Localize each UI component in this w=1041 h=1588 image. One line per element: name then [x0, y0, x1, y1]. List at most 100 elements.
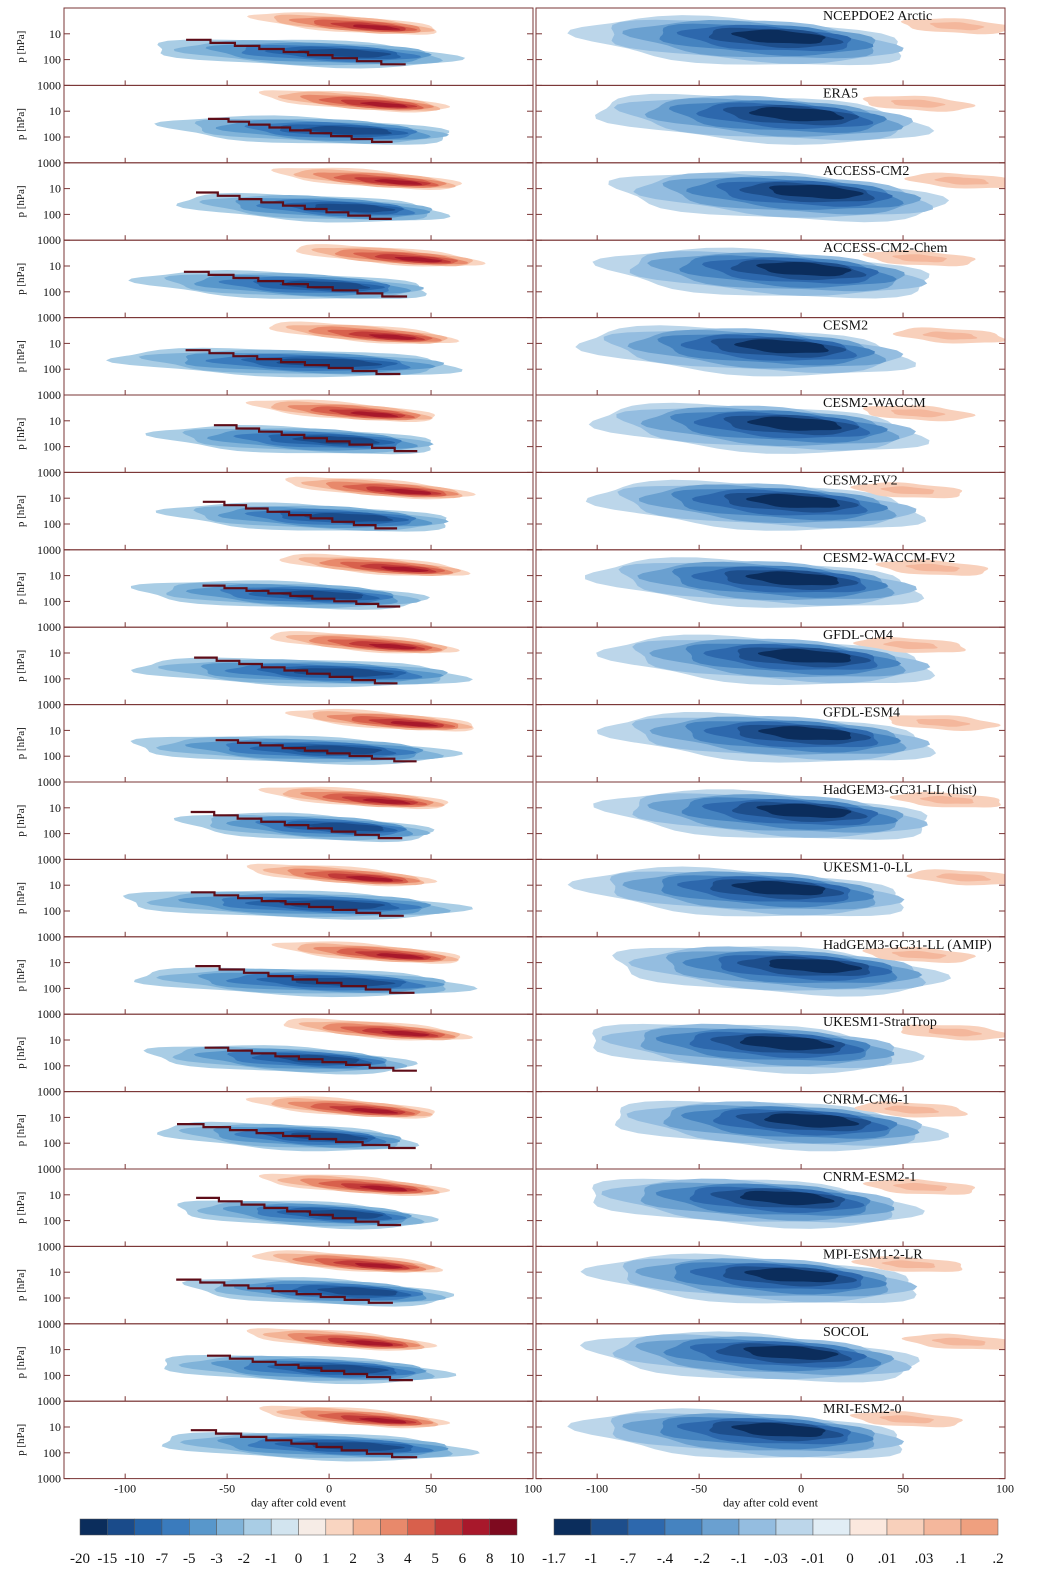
- panel-fill: [592, 247, 976, 299]
- y-tick-label: 10: [49, 801, 61, 815]
- event-track: [202, 584, 401, 608]
- contour-fill: [745, 571, 839, 586]
- y-tick-label: 100: [43, 749, 61, 763]
- contour-fill: [769, 959, 863, 974]
- contour-fill: [734, 339, 829, 354]
- x-axis-label: day after cold event: [723, 1496, 819, 1510]
- colorbar-label: 4: [404, 1551, 412, 1567]
- panel-fill: [106, 321, 463, 378]
- y-tick-label: 10: [49, 878, 61, 892]
- x-tick-label: -100: [586, 1482, 608, 1496]
- colorbar-box: [738, 1518, 777, 1536]
- y-axis-label: p [hPa]: [15, 572, 27, 604]
- event-track: [194, 656, 398, 685]
- panel-title: MRI-ESM2-0: [823, 1402, 902, 1417]
- colorbar-box: [243, 1518, 272, 1536]
- y-tick-label: 1000: [37, 1007, 61, 1021]
- colorbar-box: [352, 1518, 381, 1536]
- y-axis-label: p [hPa]: [15, 1037, 27, 1069]
- contour-fill: [883, 641, 938, 650]
- panel-fill: [156, 1096, 435, 1152]
- y-axis-label: p [hPa]: [15, 31, 27, 63]
- contour-fill: [748, 107, 845, 122]
- y-tick-label: 1000: [37, 930, 61, 944]
- panel-fill: [575, 325, 1005, 377]
- panel-title: GFDL-ESM4: [823, 706, 900, 721]
- panel-fill: [592, 1023, 1005, 1075]
- colorbar-box: [627, 1518, 666, 1536]
- y-tick-label: 1000: [37, 620, 61, 634]
- contour-fill: [890, 99, 946, 108]
- y-tick-label: 10: [49, 646, 61, 660]
- panel-fill: [128, 244, 486, 299]
- event-track: [208, 117, 393, 143]
- y-tick-label: 1000: [37, 78, 61, 92]
- y-tick-label: 10: [49, 956, 61, 970]
- contour-fill: [359, 101, 408, 108]
- y-axis-label: p [hPa]: [15, 263, 27, 295]
- y-tick-label: 100: [43, 1214, 61, 1228]
- panel-fill: [154, 90, 450, 145]
- x-tick-label: 0: [798, 1482, 804, 1496]
- panel-fill: [134, 941, 478, 998]
- contour-fill: [368, 643, 417, 650]
- panel-fill: [588, 402, 976, 454]
- panel-title: CESM2-WACCM: [823, 396, 926, 411]
- x-tick-label: 100: [996, 1482, 1014, 1496]
- panel-frame: [535, 1400, 1006, 1480]
- colorbar-label: -3: [210, 1551, 223, 1567]
- colorbar-label: 1: [322, 1551, 330, 1567]
- contour-fill: [394, 257, 443, 263]
- x-tick-label: -100: [114, 1482, 136, 1496]
- colorbar-label: .1: [955, 1551, 966, 1567]
- event-track: [195, 964, 415, 994]
- y-axis-label: p [hPa]: [15, 418, 27, 450]
- colorbar-box: [775, 1518, 814, 1536]
- event-track: [196, 191, 392, 220]
- x-tick-label: 100: [524, 1482, 542, 1496]
- colorbar-label: 8: [486, 1551, 494, 1567]
- panel-fill: [176, 1250, 455, 1307]
- panel-fill: [567, 866, 1005, 917]
- contour-fill: [359, 1417, 407, 1424]
- panel-fill: [612, 946, 977, 997]
- y-tick-label: 1000: [37, 233, 61, 247]
- panel-fill: [176, 167, 463, 223]
- contour-fill: [355, 1263, 403, 1269]
- contour-fill: [731, 1422, 826, 1437]
- y-axis-label: p [hPa]: [15, 959, 27, 991]
- colorbar-label: .01: [878, 1551, 897, 1567]
- colorbar-label: 10: [510, 1551, 525, 1567]
- panel-title: SOCOL: [823, 1325, 869, 1340]
- event-track: [177, 1122, 416, 1150]
- panel-title: UKESM1-StratTrop: [823, 1015, 937, 1030]
- colorbar-box: [960, 1518, 999, 1536]
- panel-title: CESM2: [823, 319, 868, 334]
- contour-fill: [381, 566, 429, 572]
- contour-fill: [740, 1190, 835, 1206]
- y-axis-label: p [hPa]: [15, 1114, 27, 1146]
- colorbar-box: [79, 1518, 108, 1536]
- contour-fill: [747, 416, 842, 431]
- y-tick-label: 100: [43, 594, 61, 608]
- contour-fill: [384, 489, 432, 495]
- y-tick-label: 10: [49, 569, 61, 583]
- colorbar-label: 6: [459, 1551, 467, 1567]
- colorbar-box: [812, 1518, 851, 1536]
- contour-fill: [929, 22, 985, 31]
- panel-title: CESM2-WACCM-FV2: [823, 551, 955, 566]
- y-tick-label: 10: [49, 27, 61, 41]
- x-tick-label: 0: [326, 1482, 332, 1496]
- y-axis-label: p [hPa]: [15, 185, 27, 217]
- panel-fill: [130, 708, 474, 765]
- colorbar-label: 2: [349, 1551, 357, 1567]
- contour-fill: [293, 977, 396, 987]
- colorbar-label: -1.7: [542, 1551, 566, 1567]
- contour-fill: [764, 1113, 860, 1128]
- contour-fill: [757, 726, 852, 741]
- y-tick-label: 1000: [37, 775, 61, 789]
- y-tick-label: 10: [49, 336, 61, 350]
- panel-fill: [567, 15, 1005, 66]
- y-tick-label: 1000: [37, 1394, 61, 1408]
- y-tick-label: 100: [43, 1136, 61, 1150]
